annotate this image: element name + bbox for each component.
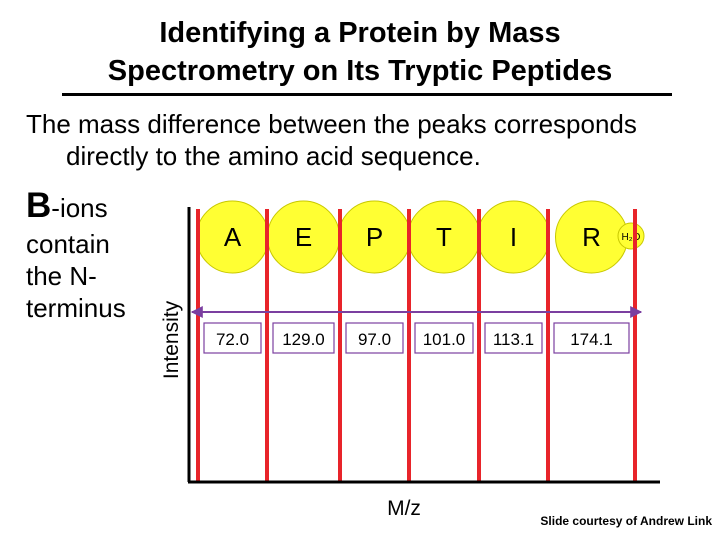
subtitle: The mass difference between the peaks co… [26, 108, 706, 172]
mass-box-2 [272, 322, 335, 354]
mass-value-5: 113.1 [493, 330, 534, 349]
mass-box-1 [203, 322, 262, 354]
side-text: contain the N- terminus [26, 228, 126, 324]
residue-letter-a: A [224, 222, 242, 252]
residue-layer: A E P T I R H₂O [196, 200, 645, 274]
subtitle-line-2: directly to the amino acid sequence. [66, 141, 481, 171]
residue-letter-r: R [582, 222, 601, 252]
x-axis-label: M/z [387, 497, 421, 520]
mass-value-4: 101.0 [423, 330, 466, 349]
title-line-2: Spectrometry on Its Tryptic Peptides [107, 55, 613, 87]
credit-footer: Slide courtesy of Andrew Link [540, 514, 712, 528]
mass-box-3 [345, 322, 404, 354]
arrow-layer: 72.0 129.0 97.0 101.0 113.1 174.1 [190, 306, 643, 354]
title-line-1: Identifying a Protein by Mass [159, 17, 561, 49]
residue-letter-p: P [366, 222, 383, 252]
mass-value-6: 174.1 [570, 330, 613, 349]
residue-letter-t: T [436, 222, 452, 252]
water-circle [617, 222, 645, 250]
b-ions-suffix: -ions [51, 193, 108, 223]
y-axis-label: Intensity [160, 300, 183, 379]
mass-box-6 [553, 322, 630, 354]
mass-value-2: 129.0 [282, 330, 325, 349]
side-text-line-1: contain [26, 229, 110, 259]
peak-layer [196, 209, 637, 482]
side-text-line-2: the N- [26, 261, 97, 291]
b-ions-letter: B [26, 186, 52, 225]
b-ions-label: B-ions [26, 188, 108, 224]
residue-letter-e: E [295, 222, 312, 252]
residue-letter-i: I [510, 222, 517, 252]
page-title: Identifying a Protein by Mass Spectromet… [40, 14, 680, 90]
side-text-line-3: terminus [26, 293, 126, 323]
title-underline [62, 93, 672, 96]
mass-value-3: 97.0 [358, 330, 391, 349]
subtitle-line-1: The mass difference between the peaks co… [26, 109, 637, 139]
mass-box-5 [484, 322, 543, 354]
mass-value-1: 72.0 [216, 330, 249, 349]
mass-box-4 [414, 322, 474, 354]
water-label: H₂O [622, 232, 641, 243]
